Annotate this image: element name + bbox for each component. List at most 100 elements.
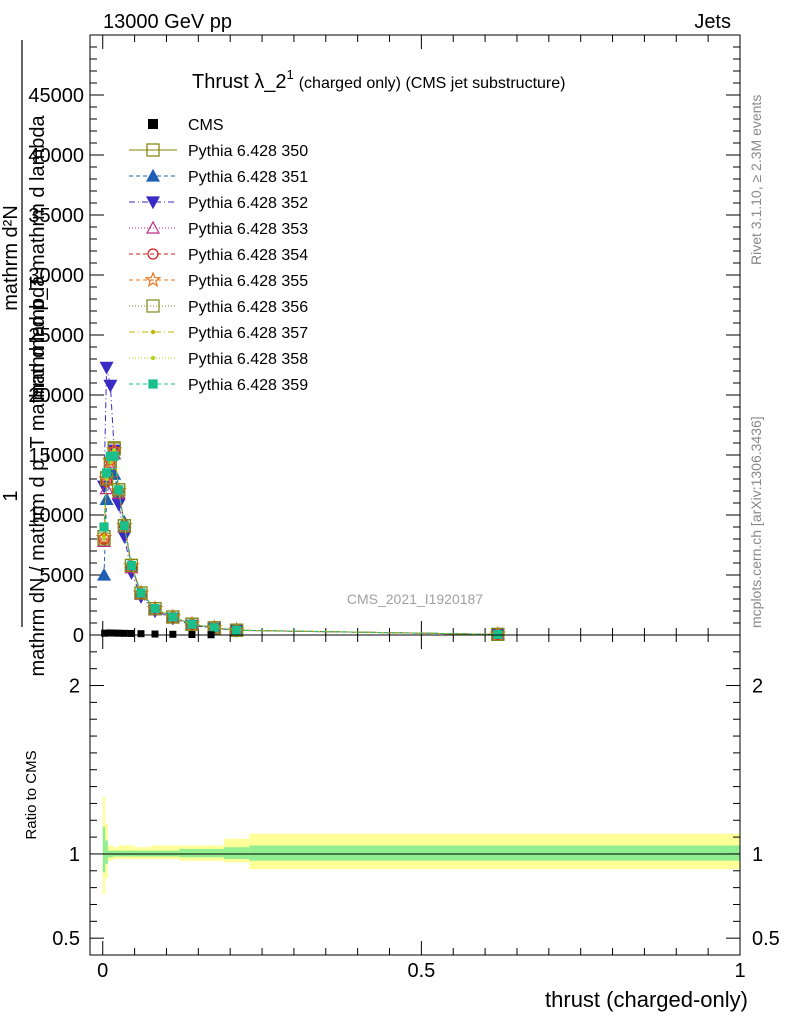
series-point-pythia-6-428-353 xyxy=(99,481,114,495)
legend-marker-pythia-6-428-358 xyxy=(150,355,156,361)
legend-marker-pythia-6-428-359 xyxy=(148,379,158,389)
header-jets-label: Jets xyxy=(694,11,731,33)
series-point-pythia-6-428-354 xyxy=(167,611,179,623)
ratio-inner-band-bin xyxy=(249,845,740,861)
cms-data-point xyxy=(127,629,135,637)
series-point-pythia-6-428-359 xyxy=(119,521,130,531)
mcplots-label: mcplots.cern.ch [arXiv:1306.3436] xyxy=(748,416,764,628)
ratio-plot-frame xyxy=(89,634,741,956)
legend-entry-pythia-6-428-355: Pythia 6.428 355 xyxy=(129,271,308,290)
series-point-pythia-6-428-359 xyxy=(136,588,146,598)
series-point-pythia-6-428-351 xyxy=(97,567,112,581)
series-point-pythia-6-428-359 xyxy=(150,603,160,614)
main-series-layer xyxy=(95,361,507,642)
ratio-y-tick-label: 2 xyxy=(69,676,80,698)
main-y-tick-label: 10000 xyxy=(28,505,84,527)
cms-data-point xyxy=(115,629,123,637)
series-line-pythia-6-428-351 xyxy=(103,473,498,635)
ratio-y-tick-label: 0.5 xyxy=(52,928,80,950)
title-main: Thrust λ_2 xyxy=(192,71,286,93)
ratio-inner-band-bin xyxy=(223,847,250,859)
svg-text:Thrust λ_21(charged only) (CMS: Thrust λ_21 (charged only) (CMS jet subst… xyxy=(192,67,565,93)
series-point-pythia-6-428-358 xyxy=(112,448,117,453)
title-rest: (charged only) (CMS jet substructure) xyxy=(299,75,566,92)
ratio-y-tick-label-right: 1 xyxy=(752,844,763,866)
series-point-pythia-6-428-359 xyxy=(231,625,242,635)
ratio-inner-band-bin xyxy=(179,848,224,858)
cms-data-point xyxy=(169,630,177,638)
series-point-pythia-6-428-356 xyxy=(117,519,132,533)
legend-entry-pythia-6-428-357: Pythia 6.428 357 xyxy=(129,325,308,342)
cms-data-point xyxy=(110,629,118,637)
legend-label-pythia-6-428-353: Pythia 6.428 353 xyxy=(188,221,308,238)
legend-label-pythia-6-428-356: Pythia 6.428 356 xyxy=(188,299,308,316)
series-line-pythia-6-428-359 xyxy=(103,455,498,635)
x-tick-label: 1 xyxy=(734,960,745,982)
main-y-tick-label: 5000 xyxy=(40,565,85,587)
x-tick-label: 0.5 xyxy=(407,960,435,982)
legend-marker-cms xyxy=(148,119,158,129)
legend-label-pythia-6-428-357: Pythia 6.428 357 xyxy=(188,325,308,342)
x-axis-label: thrust (charged-only) xyxy=(545,987,748,1012)
main-y-tick-label: 45000 xyxy=(28,85,84,107)
legend-entry-cms: CMS xyxy=(148,117,224,134)
series-point-pythia-6-428-359 xyxy=(99,522,109,532)
ratio-inner-band-bin xyxy=(102,827,106,873)
series-point-pythia-6-428-359 xyxy=(109,451,119,461)
series-point-pythia-6-428-359 xyxy=(114,485,124,495)
ratio-y-axis-label: Ratio to CMS xyxy=(23,750,40,839)
legend-marker-pythia-6-428-350 xyxy=(146,143,160,157)
legend-entry-pythia-6-428-358: Pythia 6.428 358 xyxy=(129,351,308,368)
series-point-pythia-6-428-359 xyxy=(187,619,197,629)
main-y-axis: 0 5000 10000 15000 20000 25000 30000 35000 40000… xyxy=(28,46,740,647)
legend-label-pythia-6-428-354: Pythia 6.428 354 xyxy=(188,247,308,264)
main-y-tick-label: 25000 xyxy=(28,325,84,347)
main-y-tick-label: 0 xyxy=(73,625,84,647)
cms-data-point xyxy=(151,630,159,638)
legend-marker-pythia-6-428-356 xyxy=(146,299,160,313)
cms-data-point xyxy=(105,629,113,637)
main-y-axis-label: 1 mathrm d²N mathrm d p_T mathrm d lambd… xyxy=(0,40,49,676)
series-point-pythia-6-428-352 xyxy=(103,379,118,393)
main-y-tick-label: 20000 xyxy=(28,385,84,407)
ylabel-denominator-dpt: mathrm d p_T mathrm d lambda xyxy=(27,114,49,400)
series-point-pythia-6-428-352 xyxy=(99,361,114,375)
series-point-pythia-6-428-354 xyxy=(118,520,131,532)
series-point-pythia-6-428-359 xyxy=(209,623,219,633)
legend-entry-pythia-6-428-351: Pythia 6.428 351 xyxy=(129,168,308,186)
legend-marker-pythia-6-428-357 xyxy=(150,329,156,335)
cms-data-point xyxy=(137,630,145,638)
ratio-y-tick-label-right: 2 xyxy=(752,676,763,698)
series-point-pythia-6-428-359 xyxy=(101,468,112,478)
legend-marker-pythia-6-428-353 xyxy=(145,220,161,234)
ratio-plot-panel: 0.5 0.51 12 2 0 0.5 1 Ratio to CMS xyxy=(23,634,780,982)
main-plot-panel: 0 5000 10000 15000 20000 25000 30000 35000 40000… xyxy=(28,34,741,647)
legend: CMS Pythia 6.428 350 Pythia 6.428 351 Pythi… xyxy=(129,117,308,394)
series-point-pythia-6-428-356 xyxy=(148,601,162,616)
series-point-pythia-6-428-359 xyxy=(126,560,137,571)
legend-label-pythia-6-428-352: Pythia 6.428 352 xyxy=(188,195,308,212)
series-point-pythia-6-428-359 xyxy=(493,629,503,640)
legend-label-pythia-6-428-359: Pythia 6.428 359 xyxy=(188,377,308,394)
series-line-pythia-6-428-353 xyxy=(103,451,498,635)
ratio-y-tick-label-right: 0.5 xyxy=(752,928,780,950)
legend-entry-pythia-6-428-350: Pythia 6.428 350 xyxy=(129,143,308,160)
legend-label-pythia-6-428-350: Pythia 6.428 350 xyxy=(188,143,308,160)
series-point-pythia-6-428-356 xyxy=(124,558,139,573)
legend-entry-pythia-6-428-354: Pythia 6.428 354 xyxy=(129,247,308,264)
ratio-y-tick-label: 1 xyxy=(69,844,80,866)
watermark-analysis-id: CMS_2021_I1920187 xyxy=(347,591,483,607)
legend-label-pythia-6-428-351: Pythia 6.428 351 xyxy=(188,169,308,186)
legend-entry-pythia-6-428-356: Pythia 6.428 356 xyxy=(129,299,308,316)
series-point-pythia-6-428-356 xyxy=(166,610,180,624)
series-point-pythia-6-428-359 xyxy=(168,612,178,622)
main-y-tick-label: 30000 xyxy=(28,265,84,287)
main-y-tick-label: 15000 xyxy=(28,445,84,467)
ratio-x-axis: 0 0.5 1 xyxy=(97,635,746,982)
series-point-pythia-6-428-354 xyxy=(186,618,198,630)
series-point-pythia-6-428-358 xyxy=(101,535,107,541)
legend-marker-pythia-6-428-355 xyxy=(144,271,162,288)
series-point-pythia-6-428-356 xyxy=(112,483,126,497)
x-tick-label: 0 xyxy=(97,960,108,982)
header-energy-label: 13000 GeV pp xyxy=(103,11,232,33)
